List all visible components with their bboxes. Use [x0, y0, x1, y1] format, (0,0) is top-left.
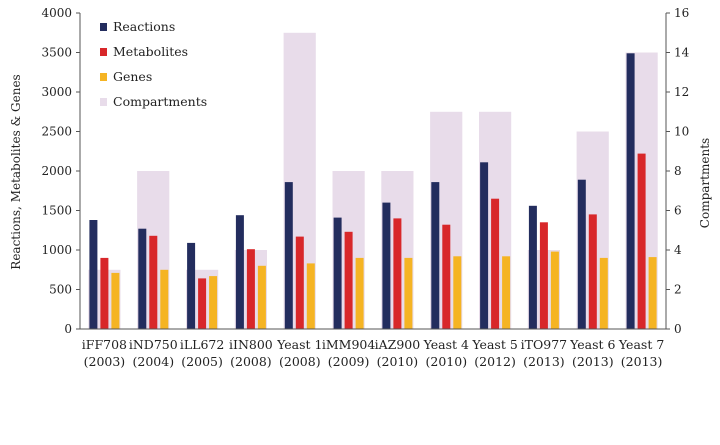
right-axis-ticks: 0 2 4 6 8 10 12 14 16 [666, 6, 690, 336]
bar-metabolites-ito977 [539, 222, 548, 329]
bar-genes-imm904 [355, 257, 364, 329]
category-label-yeast-1: Yeast 1 [276, 337, 322, 352]
category-year-ind750: (2004) [133, 354, 175, 369]
right-tick-label: 10 [674, 125, 689, 139]
right-tick-label: 2 [674, 283, 682, 297]
legend-label-metabolites: Metabolites [113, 44, 188, 59]
left-tick-label: 2500 [41, 125, 72, 139]
left-tick-label: 4000 [41, 6, 72, 20]
bar-metabolites-yeast-7 [637, 153, 646, 329]
right-tick-label: 6 [674, 204, 682, 218]
category-year-yeast-7: (2013) [621, 354, 663, 369]
category-year-imm904: (2009) [328, 354, 370, 369]
category-year-iff708: (2003) [84, 354, 126, 369]
category-label-yeast-7: Yeast 7 [618, 337, 664, 352]
category-label-iff708: iFF708 [82, 337, 127, 352]
category-year-ito977: (2013) [523, 354, 565, 369]
compartments-bars [88, 32, 658, 330]
category-label-iin800: iIN800 [229, 337, 273, 352]
bar-reactions-ito977 [528, 205, 537, 329]
bar-genes-yeast-5 [502, 256, 511, 329]
bar-metabolites-imm904 [344, 231, 353, 329]
legend-swatch-reactions [100, 23, 107, 31]
bar-genes-yeast-6 [599, 257, 608, 329]
bar-genes-iaz900 [404, 257, 413, 329]
right-tick-label: 8 [674, 164, 682, 178]
legend-swatch-metabolites [100, 48, 107, 56]
bar-reactions-iaz900 [382, 202, 391, 329]
category-label-iaz900: iAZ900 [375, 337, 421, 352]
legend-label-reactions: Reactions [113, 19, 175, 34]
category-year-iin800: (2008) [230, 354, 272, 369]
legend-swatch-compartments [100, 98, 107, 106]
right-tick-label: 4 [674, 243, 682, 257]
category-year-yeast-6: (2013) [572, 354, 614, 369]
category-labels: iFF708 (2003)iND750 (2004) iLL672 (2005) iIN8… [82, 337, 665, 369]
bar-metabolites-yeast-1 [295, 236, 304, 329]
bar-genes-iin800 [257, 265, 266, 329]
legend-swatch-genes [100, 73, 107, 81]
left-tick-label: 2000 [41, 164, 72, 178]
bar-metabolites-iff708 [100, 257, 109, 329]
legend: Reactions Metabolites Genes Compartments [100, 19, 207, 109]
category-label-ito977: iTO977 [521, 337, 567, 352]
category-year-yeast-1: (2008) [279, 354, 321, 369]
bar-reactions-iin800 [235, 215, 244, 329]
bar-metabolites-iaz900 [393, 218, 402, 329]
left-tick-label: 500 [49, 283, 72, 297]
bar-reactions-yeast-1 [284, 182, 293, 329]
bar-reactions-yeast-7 [626, 53, 635, 330]
category-year-yeast-5: (2012) [474, 354, 516, 369]
series-bars [89, 53, 657, 330]
right-tick-label: 14 [674, 46, 690, 60]
bar-genes-iff708 [111, 272, 120, 329]
legend-label-genes: Genes [113, 69, 152, 84]
left-tick-label: 1500 [41, 204, 72, 218]
left-axis-ticks: 0 500 1000 1500 2000 2500 3000 3500 4000 [41, 6, 80, 336]
bar-metabolites-ind750 [149, 235, 158, 329]
bar-reactions-yeast-6 [577, 179, 586, 329]
bar-genes-ito977 [550, 251, 559, 329]
left-tick-label: 1000 [41, 243, 72, 257]
bar-genes-yeast-4 [453, 256, 462, 329]
bar-genes-yeast-7 [648, 257, 657, 329]
bar-reactions-iff708 [89, 220, 98, 329]
right-axis-title: Compartments [698, 138, 712, 228]
left-tick-label: 3000 [41, 85, 72, 99]
left-tick-label: 3500 [41, 46, 72, 60]
bar-metabolites-yeast-6 [588, 214, 597, 329]
category-label-yeast-6: Yeast 6 [569, 337, 615, 352]
bar-metabolites-yeast-5 [491, 198, 500, 329]
bar-reactions-yeast-5 [480, 162, 489, 329]
legend-label-compartments: Compartments [113, 94, 207, 109]
category-label-imm904: iMM904 [322, 337, 376, 352]
category-label-yeast-4: Yeast 4 [423, 337, 469, 352]
left-tick-label: 0 [64, 322, 72, 336]
category-year-iaz900: (2010) [377, 354, 419, 369]
bar-reactions-ill672 [187, 242, 196, 329]
category-label-ind750: iND750 [129, 337, 178, 352]
bar-metabolites-iin800 [246, 249, 255, 329]
bar-genes-yeast-1 [306, 263, 315, 329]
bar-genes-ind750 [160, 269, 169, 330]
category-year-ill672: (2005) [181, 354, 223, 369]
right-tick-label: 12 [674, 85, 689, 99]
category-label-yeast-5: Yeast 5 [471, 337, 517, 352]
bar-reactions-yeast-4 [431, 182, 440, 329]
bar-reactions-imm904 [333, 217, 342, 329]
bar-metabolites-yeast-4 [442, 224, 451, 329]
right-tick-label: 0 [674, 322, 682, 336]
bar-reactions-ind750 [138, 228, 147, 329]
category-label-ill672: iLL672 [180, 337, 224, 352]
category-year-yeast-4: (2010) [426, 354, 468, 369]
right-tick-label: 16 [674, 6, 689, 20]
left-axis-title: Reactions, Metabolites & Genes [9, 74, 23, 269]
bar-genes-ill672 [209, 276, 218, 329]
bar-metabolites-ill672 [198, 278, 207, 329]
